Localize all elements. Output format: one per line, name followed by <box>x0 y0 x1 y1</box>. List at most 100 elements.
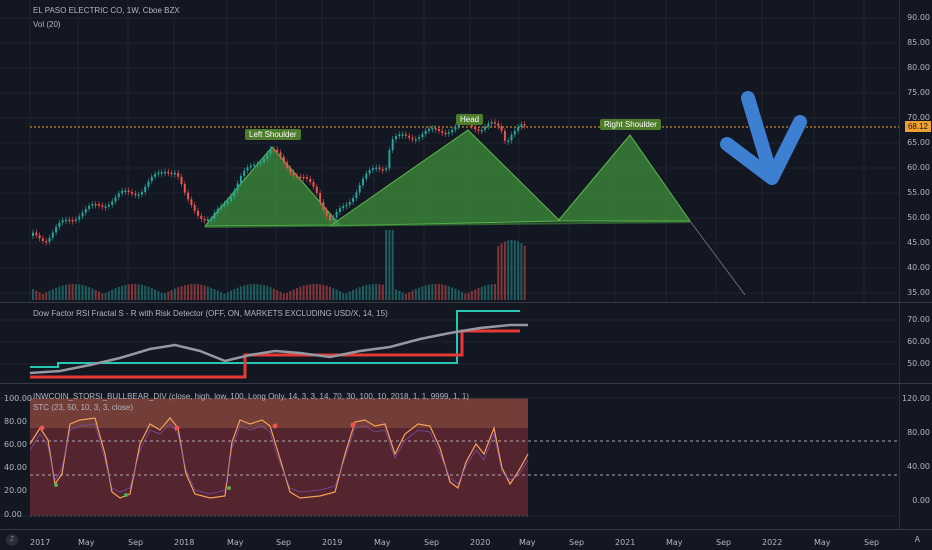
auto-scale-button[interactable]: A <box>914 535 920 544</box>
candle-body <box>210 218 213 221</box>
dow-support-line <box>30 329 520 379</box>
candle-body <box>305 177 308 179</box>
time-label: 2022 <box>762 538 783 547</box>
candle-body <box>48 237 51 242</box>
volume-bar <box>414 288 417 300</box>
volume-bar <box>187 284 190 300</box>
volume-bar <box>101 293 104 300</box>
stc-pane[interactable]: INWCOIN_STORSI_BULLBEAR_DIV (close, high… <box>0 384 900 529</box>
candle-body <box>338 208 341 212</box>
candle-body <box>348 202 351 205</box>
stc-line <box>29 417 529 499</box>
stc-indicator-title[interactable]: INWCOIN_STORSI_BULLBEAR_DIV (close, high… <box>33 392 469 401</box>
price-tick: 85.00 <box>907 38 930 47</box>
candle-body <box>68 219 71 222</box>
main-chart-canvas[interactable] <box>0 0 900 302</box>
volume-bar <box>239 286 242 300</box>
volume-bar <box>183 285 186 300</box>
candle-body <box>71 220 74 222</box>
time-axis[interactable]: Z 2017 May Sep 2018 May Sep 2019 May Sep… <box>0 530 932 550</box>
main-price-axis[interactable]: 90.00 85.00 80.00 75.00 70.00 65.00 60.0… <box>899 0 932 302</box>
candle-body <box>140 191 143 195</box>
dow-factor-canvas[interactable] <box>0 303 900 383</box>
pane-separator[interactable] <box>0 383 932 384</box>
time-label: 2019 <box>322 538 343 547</box>
volume-bar <box>371 284 374 300</box>
volume-bar <box>523 245 526 300</box>
candle-body <box>299 176 302 179</box>
volume-bar <box>470 290 473 300</box>
volume-bar <box>117 286 120 300</box>
candle-body <box>381 169 384 171</box>
price-tick: 35.00 <box>907 288 930 297</box>
main-price-pane[interactable]: EL PASO ELECTRIC CO, 1W, Cboe BZX Vol (2… <box>0 0 900 302</box>
volume-legend[interactable]: Vol (20) <box>33 20 61 29</box>
candle-body <box>497 123 500 127</box>
volume-bar <box>282 293 285 300</box>
time-label: 2017 <box>30 538 51 547</box>
candle-body <box>134 193 137 196</box>
left-shoulder-label[interactable]: Left Shoulder <box>245 129 301 140</box>
dow-factor-title[interactable]: Dow Factor RSI Fractal S - R with Risk D… <box>33 309 388 318</box>
volume-bar <box>230 290 232 300</box>
candle-body <box>144 186 147 192</box>
tradingview-logo-icon[interactable]: Z <box>6 534 18 546</box>
head-label[interactable]: Head <box>456 114 484 125</box>
candle-body <box>167 171 170 174</box>
volume-bar <box>256 284 259 300</box>
volume-bar <box>507 240 510 300</box>
volume-bar <box>391 230 394 300</box>
dow-factor-axis[interactable]: 70.00 60.00 50.00 <box>899 303 932 383</box>
volume-bar <box>286 292 289 300</box>
volume-bar <box>150 288 153 300</box>
volume-bar <box>131 284 133 300</box>
bull-signal-marker <box>54 483 58 487</box>
volume-bar <box>378 284 381 300</box>
symbol-title[interactable]: EL PASO ELECTRIC CO, 1W, Cboe BZX <box>33 6 180 15</box>
candle-body <box>35 232 38 236</box>
volume-bar <box>213 289 216 300</box>
stc-subtitle[interactable]: STC (23, 50, 10, 3, 3, close) <box>33 403 134 412</box>
candle-body <box>276 149 279 153</box>
candle-body <box>88 205 91 209</box>
volume-bar <box>164 293 166 300</box>
candle-body <box>266 154 269 159</box>
time-label: Sep <box>276 538 292 547</box>
volume-bar <box>325 285 328 300</box>
volume-bar <box>355 288 358 300</box>
volume-bar <box>170 290 173 300</box>
stc-canvas[interactable] <box>0 384 900 529</box>
stc-left-tick: 20.00 <box>4 486 27 495</box>
pane-separator[interactable] <box>0 302 932 303</box>
volume-bar <box>517 241 520 300</box>
candle-body <box>150 176 153 182</box>
volume-bar <box>173 288 176 300</box>
dow-factor-pane[interactable]: Dow Factor RSI Fractal S - R with Risk D… <box>0 303 900 383</box>
volume-bar <box>329 286 331 300</box>
stc-overbought-band <box>30 398 528 428</box>
stc-axis[interactable]: 120.00 80.00 40.00 0.00 <box>899 384 932 529</box>
candle-body <box>193 205 196 211</box>
candle-body <box>385 168 388 170</box>
volume-bar <box>484 285 487 300</box>
candle-body <box>127 190 130 193</box>
volume-bar <box>41 293 44 300</box>
volume-bar <box>418 287 421 300</box>
candle-body <box>220 205 223 209</box>
candle-body <box>418 137 421 140</box>
volume-bar <box>510 240 513 300</box>
candle-body <box>272 148 275 151</box>
volume-bar <box>368 284 371 300</box>
candle-body <box>41 238 44 241</box>
candle-body <box>157 172 160 175</box>
dow-tick: 50.00 <box>907 359 930 368</box>
volume-bar <box>451 287 454 300</box>
candle-body <box>368 170 371 174</box>
volume-bar <box>190 284 193 300</box>
right-shoulder-label[interactable]: Right Shoulder <box>600 119 661 130</box>
candle-body <box>38 235 41 239</box>
volume-bar <box>477 287 480 300</box>
volume-bar <box>401 292 404 300</box>
volume-bar <box>91 288 94 300</box>
candle-body <box>345 204 348 207</box>
